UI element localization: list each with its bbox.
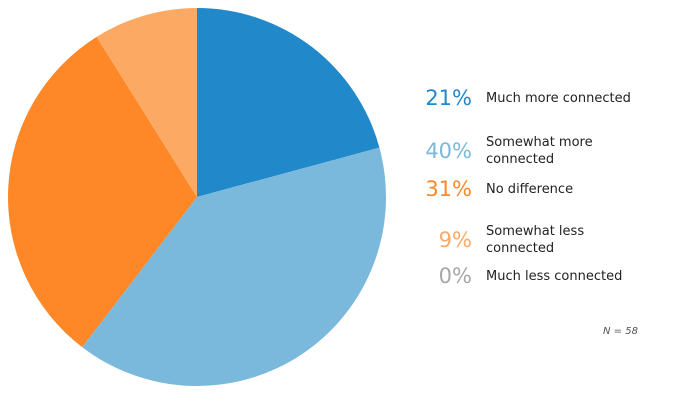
legend-item-much-less-connected: 0% Much less connected: [400, 266, 646, 287]
pie-slice-somewhat-less-connected: [96, 8, 197, 197]
legend-item-no-difference: 31% No difference: [400, 179, 646, 200]
legend-percent: 40%: [425, 138, 472, 163]
legend-item-much-more-connected: 21% Much more connected: [400, 88, 646, 109]
pie-slice-somewhat-more-connected: [82, 147, 387, 386]
legend-item-somewhat-more-connected: 40% Somewhat more connected: [400, 134, 646, 168]
legend-percent: 21%: [425, 86, 472, 110]
pie-chart: [7, 8, 387, 386]
legend-percent: 0%: [438, 264, 472, 288]
sample-size-note: N = 58: [603, 326, 638, 337]
legend-label: Much less connected: [486, 269, 623, 284]
legend-label: Somewhat less connected: [486, 224, 585, 256]
legend-label: Much more connected: [486, 91, 631, 106]
pie-slice-no-difference: [7, 36, 197, 348]
legend-item-somewhat-less-connected: 9% Somewhat less connected: [400, 223, 646, 257]
legend-percent: 31%: [425, 177, 472, 201]
legend-percent: 9%: [438, 227, 472, 252]
pie-slice-much-more-connected: [197, 8, 380, 197]
legend-label: No difference: [486, 182, 574, 197]
legend-label: Somewhat more connected: [486, 135, 593, 167]
